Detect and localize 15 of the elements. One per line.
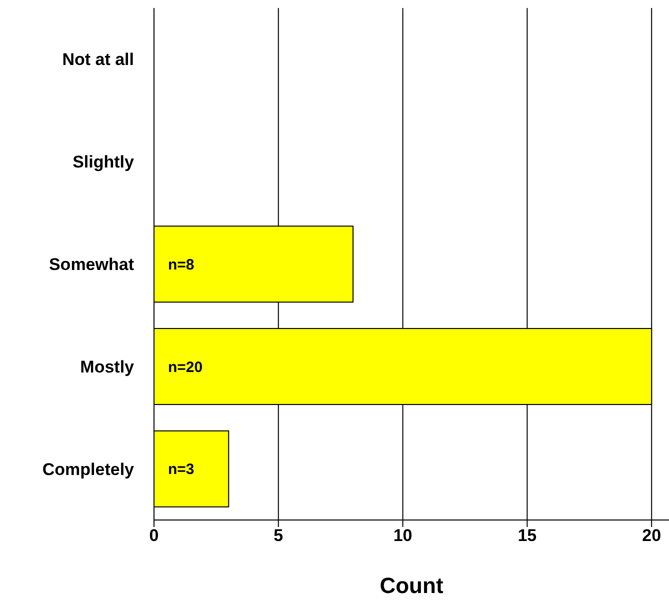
y-tick-label: Somewhat: [48, 255, 134, 274]
bar: [154, 430, 230, 508]
data-label: n=3: [168, 461, 194, 478]
y-tick-label: Completely: [42, 460, 135, 479]
data-label: n=20: [168, 358, 203, 376]
x-tick-label: 10: [393, 526, 412, 546]
x-tick-label: 0: [149, 526, 159, 546]
y-tick-label: Mostly: [80, 357, 135, 376]
x-tick-label: 20: [642, 526, 662, 546]
x-axis-title: Count: [380, 573, 444, 598]
x-tick-label: 15: [518, 526, 537, 546]
y-tick-label: Not at all: [62, 50, 134, 70]
data-label: n=8: [168, 256, 194, 274]
y-tick-label: Slightly: [72, 152, 135, 172]
x-tick-label: 5: [274, 526, 284, 546]
